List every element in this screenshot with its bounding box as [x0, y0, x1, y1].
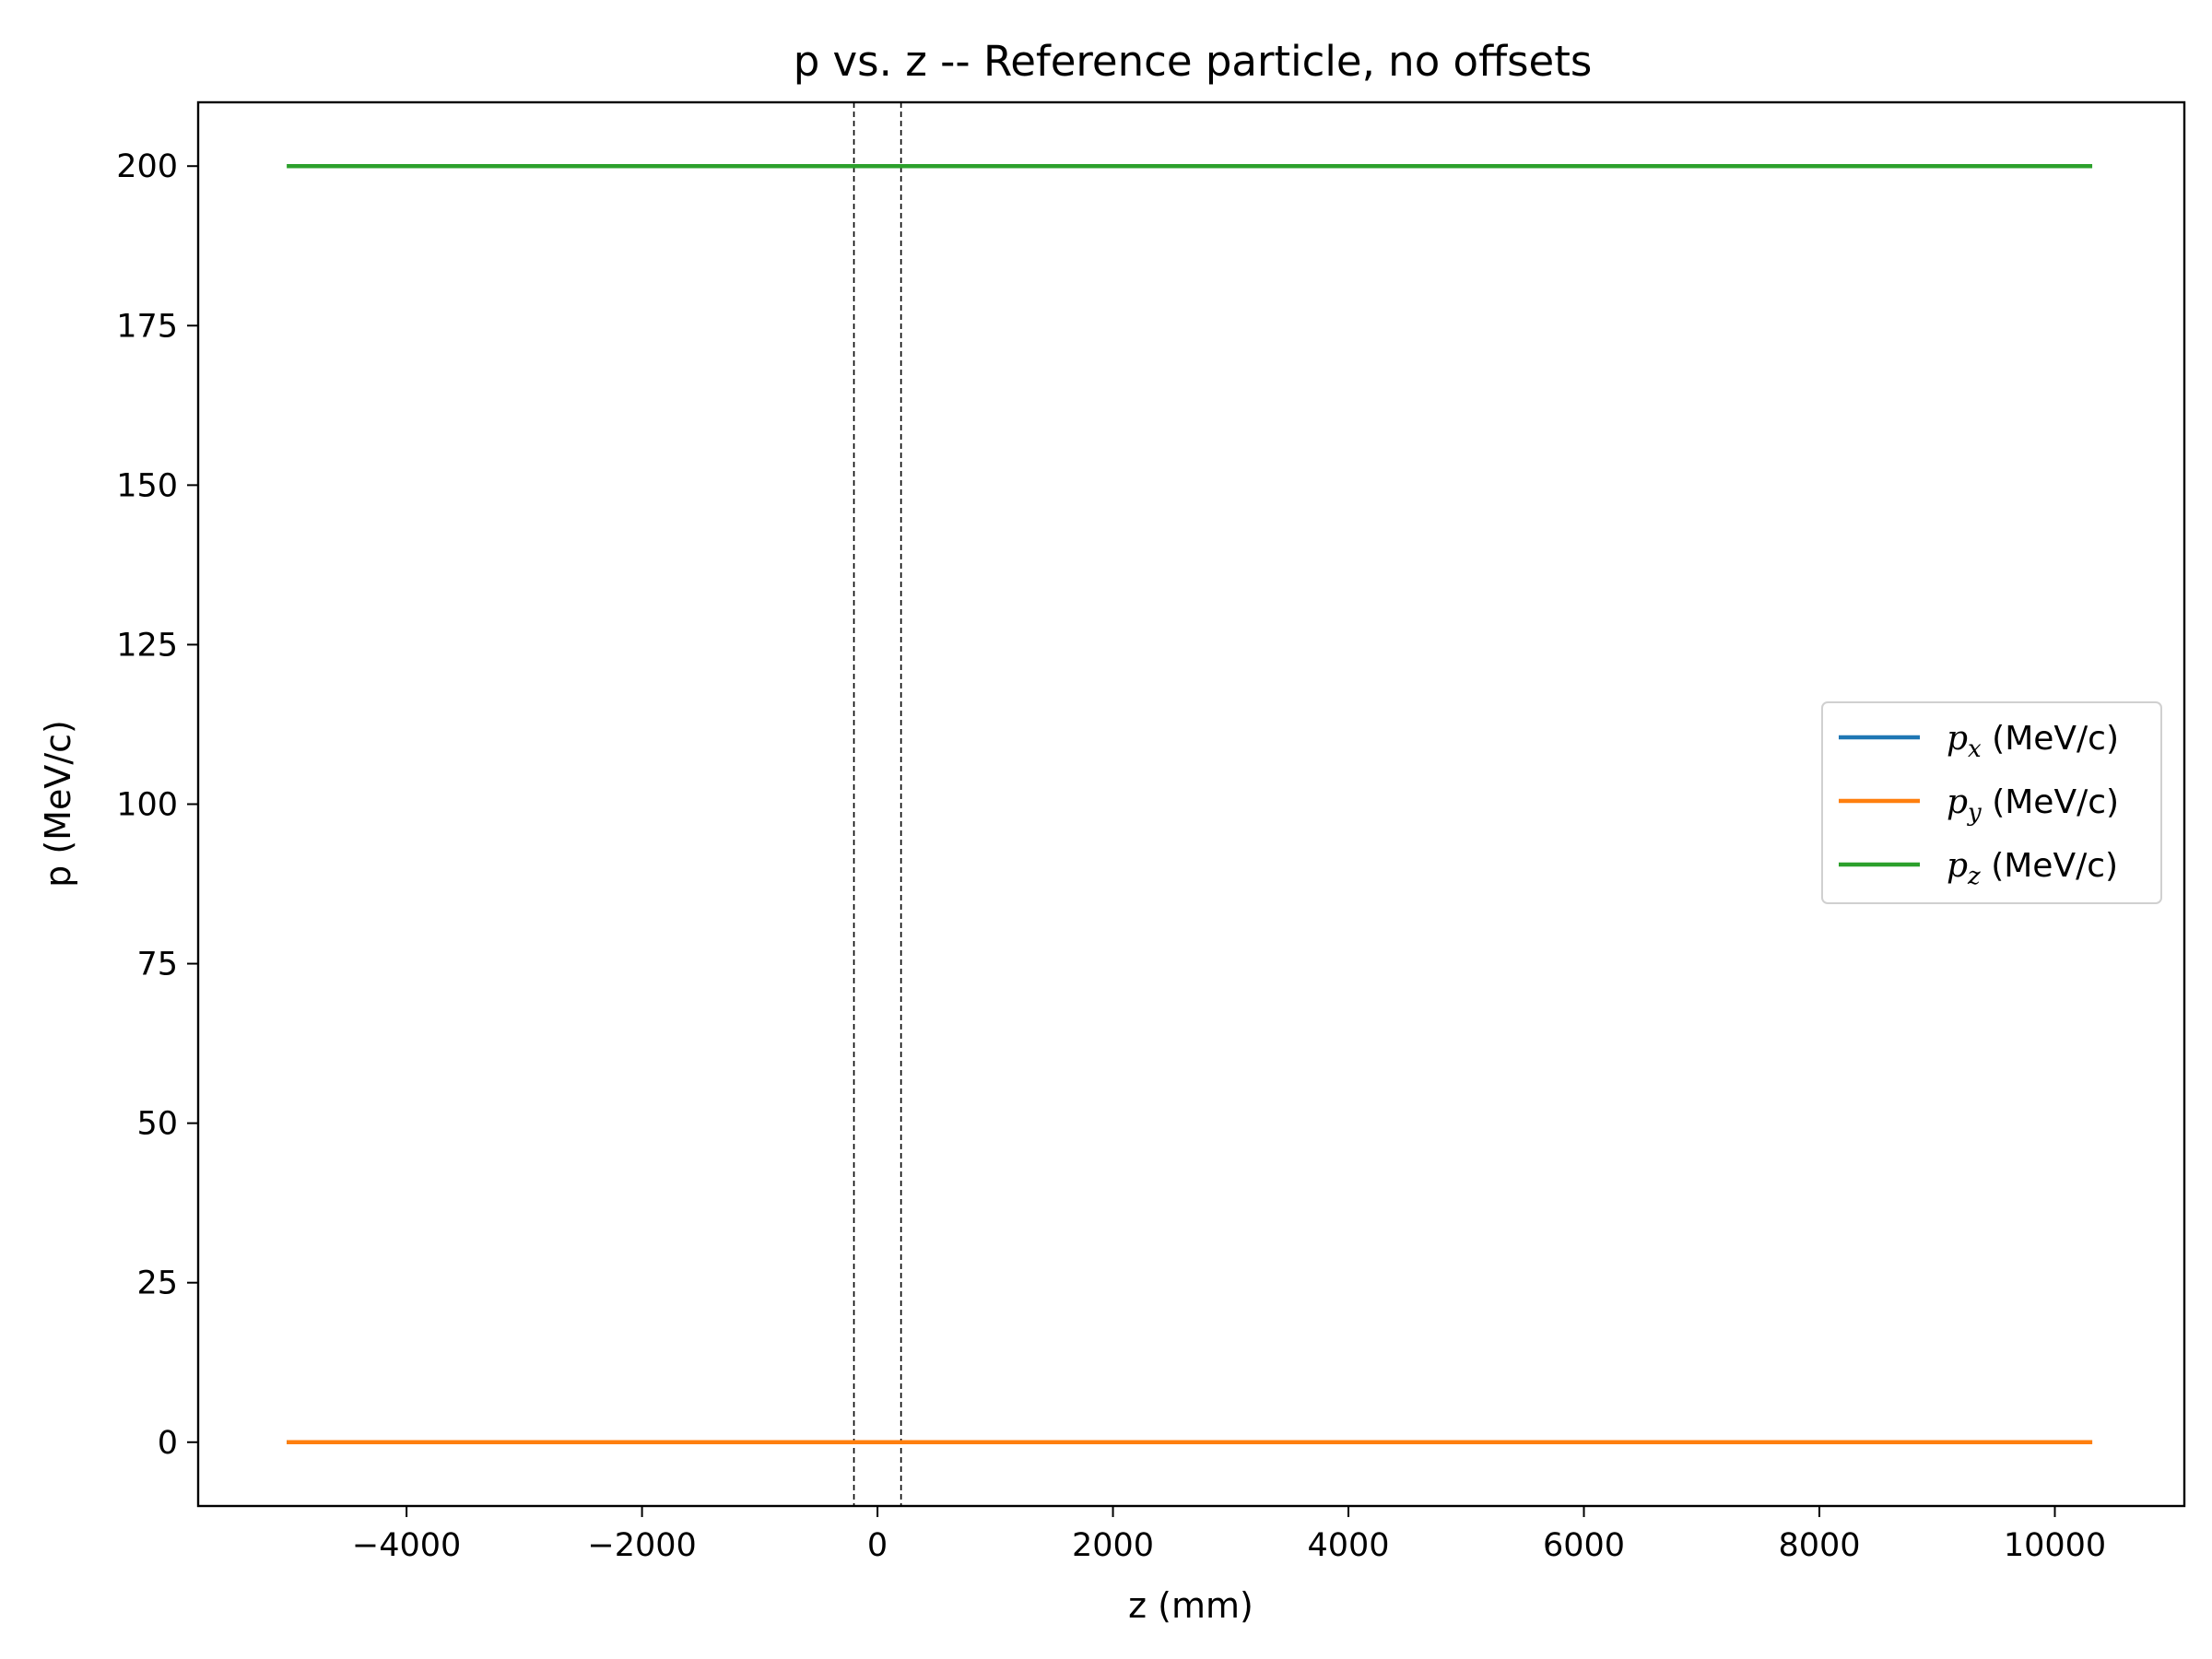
y-tick-label: 100 — [116, 787, 178, 824]
y-tick-label: 0 — [158, 1425, 178, 1462]
y-tick-label: 125 — [116, 627, 178, 664]
y-tick-label: 75 — [136, 947, 178, 983]
x-axis: −4000 −2000 0 2000 4000 6000 8000 10000 — [352, 1506, 2106, 1564]
x-tick-label: 6000 — [1543, 1527, 1625, 1564]
x-tick-label: 4000 — [1307, 1527, 1389, 1564]
y-axis-label: p (MeV/c) — [38, 720, 78, 888]
x-tick-label: 2000 — [1072, 1527, 1154, 1564]
plot-area — [287, 102, 2093, 1506]
legend-box — [1821, 701, 2162, 904]
x-tick-label: 0 — [867, 1527, 888, 1564]
x-axis-label: z (mm) — [1128, 1585, 1253, 1626]
y-tick-label: 175 — [116, 308, 178, 345]
x-tick-label: −2000 — [587, 1527, 696, 1564]
x-tick-label: 10000 — [2004, 1527, 2106, 1564]
legend: px (MeV/c) py (MeV/c) pz (MeV/c) — [1821, 701, 2162, 904]
chart-title: p vs. z -- Reference particle, no offset… — [794, 37, 1593, 86]
y-tick-label: 200 — [116, 148, 178, 185]
x-tick-label: −4000 — [352, 1527, 461, 1564]
legend-label-z: pz (MeV/c) — [1947, 847, 2118, 890]
legend-label-x: px (MeV/c) — [1947, 720, 2119, 763]
y-tick-label: 50 — [136, 1106, 178, 1143]
x-tick-label: 8000 — [1778, 1527, 1860, 1564]
y-axis: 0 25 50 75 100 125 150 175 200 — [116, 148, 198, 1462]
y-tick-label: 25 — [136, 1265, 178, 1302]
legend-label-y: py (MeV/c) — [1947, 783, 2119, 827]
y-tick-label: 150 — [116, 467, 178, 504]
